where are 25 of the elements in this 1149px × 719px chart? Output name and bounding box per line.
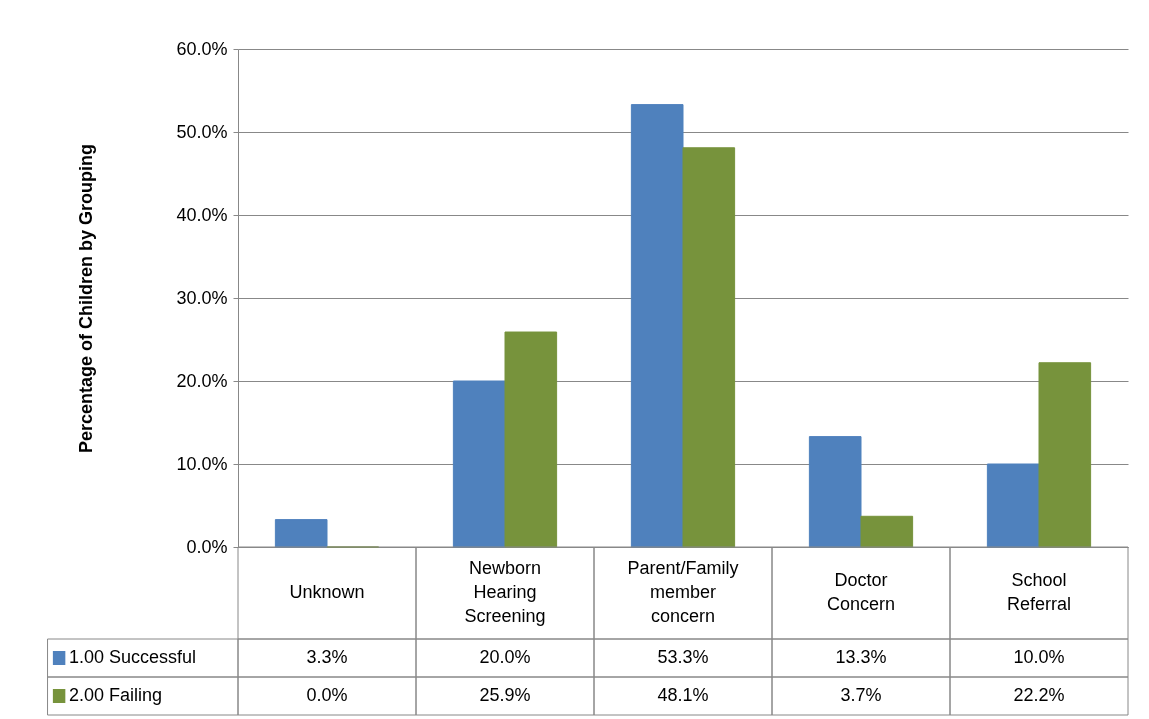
y-tick-label: 60.0% (176, 38, 228, 59)
data-label: 20.0% (479, 647, 531, 667)
data-label: 48.1% (657, 685, 709, 705)
data-label: 25.9% (479, 685, 531, 705)
y-tick-label: 50.0% (176, 121, 228, 142)
data-label: 3.3% (306, 647, 348, 667)
legend-label: 1.00 Successful (68, 647, 196, 667)
y-tick-label: 30.0% (176, 287, 228, 308)
data-label: 22.2% (1013, 685, 1065, 705)
y-axis-title: Percentage of Children by Grouping (76, 143, 97, 454)
x-tick-label: Doctor Concern (826, 570, 896, 614)
y-tick-label: 40.0% (176, 204, 228, 225)
data-label: 53.3% (657, 647, 709, 667)
y-tick-label: 20.0% (176, 370, 228, 391)
x-tick-label: Unknown (289, 582, 365, 602)
x-tick-label: Newborn Hearing Screening (464, 558, 546, 626)
data-label: 0.0% (306, 685, 348, 705)
data-label: 3.7% (840, 685, 882, 705)
y-tick-label: 10.0% (176, 453, 228, 474)
data-label: 10.0% (1013, 647, 1065, 667)
x-tick-label: Parent/Family member concern (627, 558, 739, 626)
data-label: 13.3% (835, 647, 887, 667)
y-tick-label: 0.0% (186, 536, 228, 557)
x-tick-label: School Referral (1006, 570, 1072, 614)
legend-label: 2.00 Failing (68, 685, 162, 705)
